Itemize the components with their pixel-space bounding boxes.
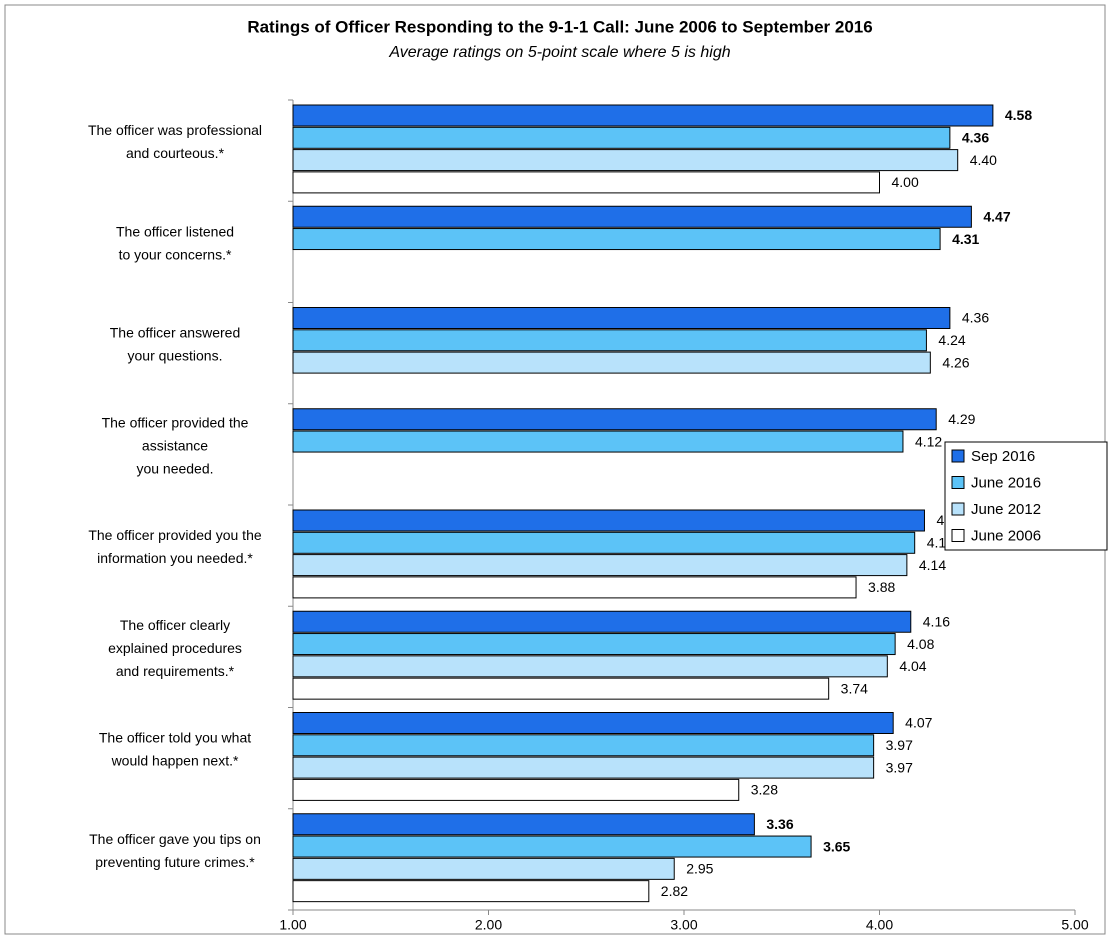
category-line: and courteous.* (126, 145, 225, 161)
legend-label: June 2012 (971, 501, 1041, 518)
bar (292, 712, 894, 734)
category-line: would happen next.* (111, 752, 239, 768)
category-line: explained procedures (108, 640, 242, 656)
bar (292, 171, 880, 194)
x-tick-label: 3.00 (670, 917, 697, 933)
bar (292, 430, 904, 453)
value-label: 4.12 (915, 433, 942, 449)
value-label: 3.28 (751, 782, 778, 798)
bar (292, 835, 812, 858)
value-label: 4.24 (938, 332, 965, 348)
bar (292, 677, 830, 700)
category-label: The officer provided the assistance you ne… (102, 414, 249, 476)
category-line: The officer told you what (99, 729, 251, 745)
category-label: The officer listened to your concerns.* (116, 223, 234, 262)
value-label: 4.16 (923, 613, 950, 629)
value-label: 2.82 (661, 883, 688, 899)
value-label: 4.36 (962, 130, 989, 146)
category-label: The officer provided you the information … (88, 527, 262, 566)
category-label: The officer answered your questions. (110, 324, 240, 363)
category-line: The officer clearly (120, 617, 230, 633)
bar (292, 756, 875, 779)
value-label: 3.36 (766, 816, 793, 832)
bar (292, 205, 972, 228)
value-label: 4.14 (919, 557, 946, 573)
legend-swatch (951, 476, 965, 489)
category-line: preventing future crimes.* (95, 854, 255, 870)
value-label: 3.74 (841, 680, 868, 696)
value-label: 3.97 (886, 759, 913, 775)
chart-subtitle: Average ratings on 5-point scale where 5… (388, 44, 730, 61)
category-line: your questions. (128, 347, 223, 363)
legend-label: Sep 2016 (971, 448, 1035, 465)
bar (292, 509, 925, 532)
bar (292, 408, 937, 431)
category-line: The officer answered (110, 324, 240, 340)
category-line: The officer provided the (102, 414, 249, 430)
category-line: to your concerns.* (119, 246, 232, 262)
x-tick-label: 2.00 (475, 917, 502, 933)
legend-label: June 2016 (971, 474, 1041, 491)
value-label: 4.29 (948, 411, 975, 427)
value-label: 4.07 (905, 715, 932, 731)
value-label: 4.58 (1005, 107, 1032, 123)
category-line: The officer listened (116, 223, 234, 239)
value-label: 3.88 (868, 579, 895, 595)
x-tick-label: 5.00 (1061, 917, 1088, 933)
category-label: The officer gave you tips on preventing f… (89, 831, 261, 870)
legend-label: June 2006 (971, 527, 1041, 544)
category-line: information you needed.* (97, 550, 253, 566)
legend-box (944, 441, 1108, 551)
value-label: 3.65 (823, 838, 850, 854)
bar (292, 351, 931, 374)
category-line: The officer was professional (88, 122, 262, 138)
bar (292, 576, 857, 599)
bar (292, 126, 951, 149)
value-label: 4.04 (899, 658, 926, 674)
value-label: 4.40 (970, 152, 997, 168)
category-line: The officer gave you tips on (89, 831, 261, 847)
bar (292, 633, 896, 656)
legend-swatch (951, 449, 965, 463)
value-label: 4.31 (952, 231, 979, 247)
bar (292, 734, 875, 757)
x-tick-label: 4.00 (866, 917, 893, 933)
bar (292, 531, 916, 554)
category-line: The officer provided you the (88, 527, 262, 543)
value-label: 3.97 (886, 737, 913, 753)
legend-swatch (951, 502, 965, 516)
bar (292, 880, 650, 903)
category-label: The officer was professional and courteou… (88, 122, 262, 161)
bar (292, 228, 941, 251)
bar (292, 554, 908, 577)
bar (292, 778, 740, 801)
chart-title: Ratings of Officer Responding to the 9-1… (247, 17, 872, 36)
category-label: The officer clearly explained procedures a… (108, 617, 242, 679)
category-line: and requirements.* (116, 663, 235, 679)
bar (292, 857, 675, 880)
category-label: The officer told you what would happen ne… (99, 729, 251, 768)
legend-swatch (951, 529, 965, 542)
bar (292, 307, 951, 329)
bar (292, 329, 927, 352)
bar (292, 813, 755, 836)
bar (292, 104, 994, 127)
value-label: 4.26 (942, 354, 969, 370)
category-line: you needed. (136, 460, 213, 476)
bar (292, 610, 912, 633)
category-line: assistance (142, 437, 208, 453)
bar (292, 655, 888, 678)
value-label: 4.00 (892, 174, 919, 190)
x-tick-label: 1.00 (279, 917, 306, 933)
value-label: 4.08 (907, 636, 934, 652)
value-label: 4.36 (962, 310, 989, 326)
value-label: 2.95 (686, 861, 713, 877)
bar (292, 149, 959, 172)
value-label: 4.47 (983, 208, 1010, 224)
